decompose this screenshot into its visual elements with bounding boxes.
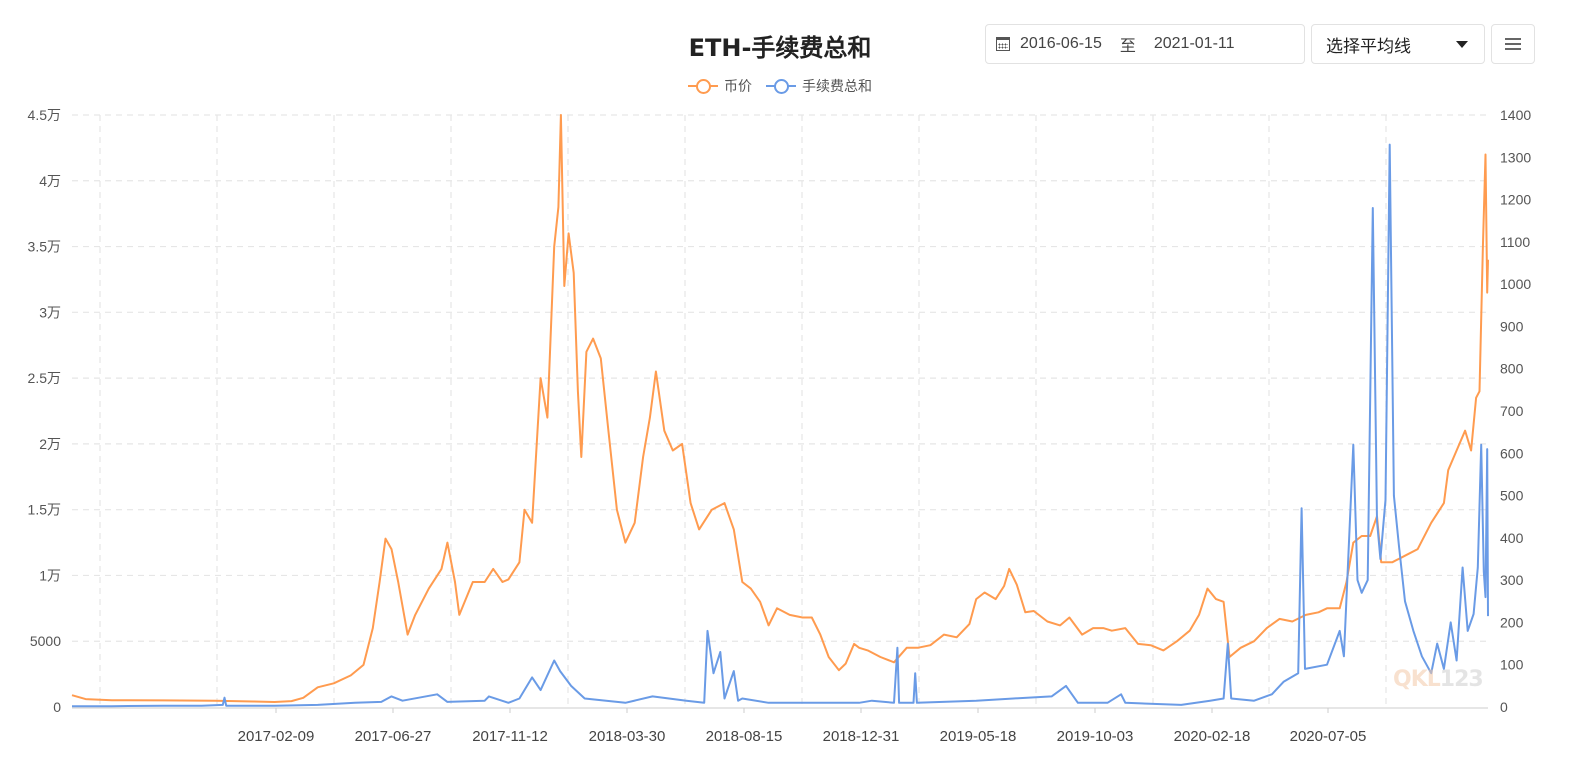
legend: 币价 手续费总和 bbox=[0, 76, 1560, 96]
caret-down-icon bbox=[1456, 40, 1468, 48]
fee-total-line[interactable] bbox=[72, 143, 1489, 708]
chart-toolbar: 2016-06-15 至 2021-01-11 选择平均线 bbox=[985, 24, 1535, 64]
y-right-tick-label: 200 bbox=[1500, 614, 1524, 630]
y-left-tick-label: 1.5万 bbox=[28, 502, 61, 518]
legend-label: 手续费总和 bbox=[802, 79, 872, 95]
y-right-tick-label: 300 bbox=[1500, 572, 1524, 588]
y-right-tick-label: 1000 bbox=[1500, 276, 1531, 292]
y-right-tick-label: 1300 bbox=[1500, 149, 1531, 165]
date-end[interactable]: 2021-01-11 bbox=[1153, 35, 1235, 52]
y-right-tick-label: 1200 bbox=[1500, 192, 1531, 208]
y-left-tick-label: 3万 bbox=[39, 304, 61, 320]
x-tick-label: 2018-08-15 bbox=[706, 728, 783, 745]
y-left-tick-label: 5000 bbox=[30, 633, 61, 649]
legend-label: 币价 bbox=[724, 79, 752, 95]
moving-average-select[interactable]: 选择平均线 bbox=[1311, 24, 1485, 64]
y-left-tick-label: 2万 bbox=[39, 436, 61, 452]
x-tick-label: 2019-10-03 bbox=[1057, 728, 1134, 745]
x-tick-label: 2020-02-18 bbox=[1174, 728, 1251, 745]
y-right-tick-label: 0 bbox=[1500, 699, 1508, 715]
legend-item-price[interactable]: 币价 bbox=[688, 76, 752, 96]
price-line[interactable] bbox=[71, 114, 1489, 703]
x-tick-label: 2020-07-05 bbox=[1290, 728, 1367, 745]
y-right-tick-label: 1100 bbox=[1500, 234, 1530, 250]
calendar-icon bbox=[996, 37, 1010, 51]
x-tick-label: 2017-06-27 bbox=[355, 728, 432, 745]
x-tick-label: 2017-02-09 bbox=[238, 728, 315, 745]
legend-swatch-icon bbox=[766, 79, 796, 94]
date-start[interactable]: 2016-06-15 bbox=[1020, 35, 1102, 52]
y-right-tick-label: 900 bbox=[1500, 318, 1524, 334]
y-right-tick-label: 100 bbox=[1500, 657, 1524, 673]
watermark-logo: QKL123 bbox=[1393, 667, 1484, 692]
y-left-tick-label: 1万 bbox=[39, 567, 61, 583]
y-left-tick-label: 3.5万 bbox=[28, 239, 61, 255]
legend-item-fees[interactable]: 手续费总和 bbox=[766, 76, 872, 96]
date-range-picker[interactable]: 2016-06-15 至 2021-01-11 bbox=[985, 24, 1305, 64]
y-right-tick-label: 400 bbox=[1500, 530, 1524, 546]
x-tick-label: 2017-11-12 bbox=[472, 728, 548, 745]
x-tick-label: 2018-12-31 bbox=[823, 728, 900, 745]
legend-swatch-icon bbox=[688, 79, 718, 94]
y-right-tick-label: 500 bbox=[1500, 488, 1524, 504]
moving-average-select-label: 选择平均线 bbox=[1326, 36, 1411, 57]
y-right-tick-label: 800 bbox=[1500, 361, 1524, 377]
y-right-tick-label: 700 bbox=[1500, 403, 1524, 419]
x-tick-label: 2018-03-30 bbox=[589, 728, 666, 745]
y-left-tick-label: 4.5万 bbox=[28, 107, 61, 123]
y-left-tick-label: 2.5万 bbox=[28, 370, 61, 386]
chart-menu-button[interactable] bbox=[1491, 24, 1535, 64]
y-left-tick-label: 4万 bbox=[39, 173, 61, 189]
y-right-tick-label: 1400 bbox=[1500, 107, 1531, 123]
chart-title: ETH-手续费总和 bbox=[688, 34, 872, 62]
date-separator: 至 bbox=[1119, 38, 1136, 55]
hamburger-icon bbox=[1505, 38, 1521, 50]
x-tick-label: 2019-05-18 bbox=[940, 728, 1017, 745]
y-right-tick-label: 600 bbox=[1500, 445, 1524, 461]
y-left-tick-label: 0 bbox=[53, 699, 61, 715]
